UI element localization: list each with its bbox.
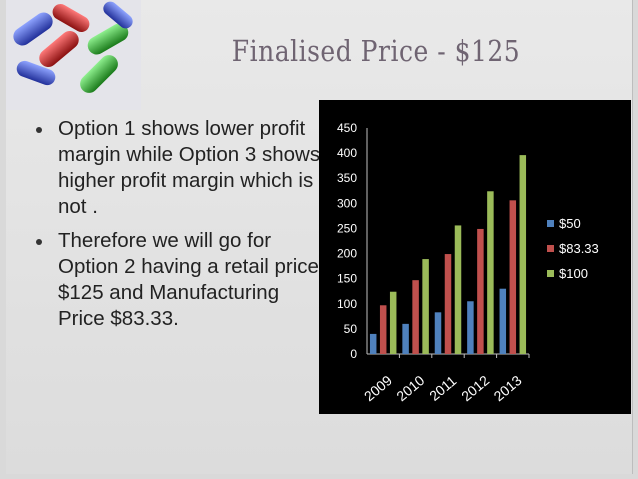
pills-image: [6, 0, 141, 110]
bullet-text: Therefore we will go for Option 2 having…: [58, 229, 319, 330]
y-tick-label: 150: [337, 272, 357, 286]
bar: [379, 305, 387, 354]
bar: [444, 254, 452, 354]
bar: [412, 280, 419, 354]
bar: [422, 259, 429, 354]
bar: [467, 301, 474, 354]
bar: [499, 288, 507, 354]
chart-container: 0 50 100 150 200 250 300 350 400 450 2009 2010 2011 2…: [319, 100, 631, 414]
bar: [434, 312, 442, 354]
bullet-dot-icon: [36, 127, 42, 133]
slide-title: Finalised Price - $125: [231, 34, 521, 69]
legend-swatch: [547, 270, 554, 277]
legend-label: $100: [559, 266, 588, 281]
bar: [369, 333, 377, 354]
bullet-dot-icon: [36, 239, 42, 245]
bar: [477, 228, 484, 354]
bar: [402, 323, 409, 354]
x-tick-label: 2011: [426, 372, 460, 404]
y-tick-label: 200: [337, 247, 357, 261]
y-tick-label: 450: [337, 121, 357, 135]
bullet-text: Option 1 shows lower profit margin while…: [58, 117, 321, 218]
bar: [519, 155, 527, 354]
legend-swatch: [547, 245, 554, 252]
x-tick-label: 2012: [458, 372, 492, 404]
x-tick-label: 2009: [361, 372, 395, 404]
y-tick-label: 400: [337, 146, 357, 160]
y-tick-label: 350: [337, 171, 357, 185]
x-tick-label: 2010: [393, 372, 427, 404]
legend-swatch: [547, 220, 554, 227]
bar: [389, 291, 397, 354]
bar: [509, 200, 517, 354]
bar-chart: 0501001502002503003504004502009201020112…: [337, 121, 599, 404]
legend-label: $50: [559, 216, 581, 231]
bullet-item: Therefore we will go for Option 2 having…: [28, 228, 328, 332]
bar: [487, 191, 494, 354]
y-tick-label: 100: [337, 297, 357, 311]
legend-label: $83.33: [559, 241, 599, 256]
y-tick-label: 250: [337, 221, 357, 235]
y-tick-label: 50: [344, 322, 358, 336]
y-tick-label: 300: [337, 196, 357, 210]
x-tick-label: 2013: [491, 372, 525, 404]
bullet-list: Option 1 shows lower profit margin while…: [28, 116, 328, 340]
bullet-item: Option 1 shows lower profit margin while…: [28, 116, 328, 220]
y-tick-label: 0: [350, 347, 357, 361]
bar: [454, 225, 462, 354]
slide: Finalised Price - $125 Option 1 shows lo…: [6, 0, 633, 474]
